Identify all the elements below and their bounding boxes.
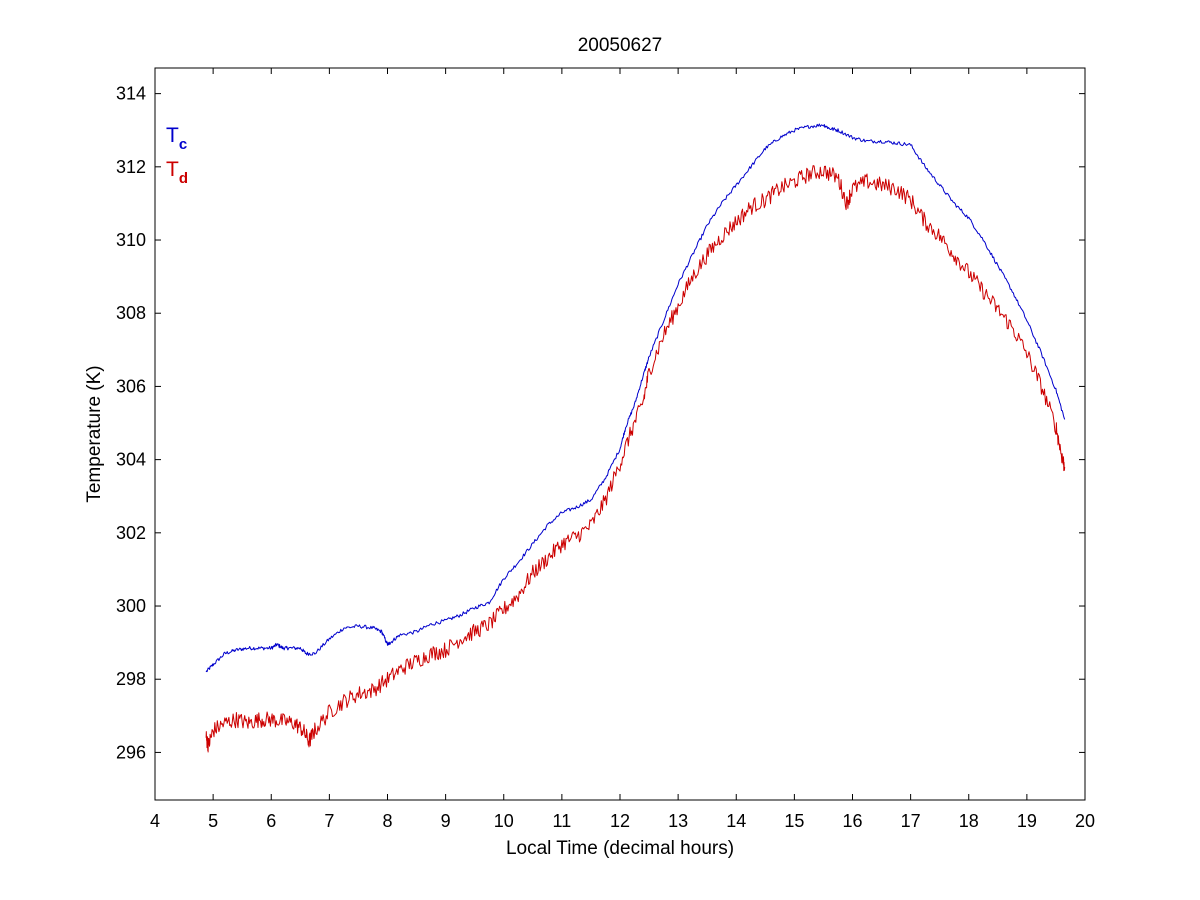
x-tick-label: 18	[959, 811, 979, 831]
y-tick-label: 296	[116, 742, 146, 762]
legend-entry-1: Tc	[166, 124, 187, 153]
y-tick-label: 308	[116, 303, 146, 323]
y-tick-label: 306	[116, 376, 146, 396]
series-line-1	[205, 123, 1066, 673]
y-axis-label: Temperature (K)	[84, 365, 105, 502]
tick-layer: 4 5 6 7 8 9 10 11 12 13 14 15 16 17 18 19 20 296 298 300 302…	[116, 68, 1095, 831]
x-tick-label: 9	[441, 811, 451, 831]
y-tick-label: 304	[116, 450, 146, 470]
x-tick-label: 4	[150, 811, 160, 831]
legend-entry-symbol: T	[166, 124, 179, 147]
series-layer	[205, 123, 1066, 753]
y-tick-label: 312	[116, 157, 146, 177]
y-tick-label: 300	[116, 596, 146, 616]
x-tick-label: 13	[668, 811, 688, 831]
legend-entry-subscript: c	[179, 136, 187, 153]
y-tick-label: 314	[116, 84, 146, 104]
x-tick-label: 15	[784, 811, 804, 831]
x-tick-label: 10	[494, 811, 514, 831]
legend-entry-symbol: T	[166, 158, 179, 181]
series-line-2	[205, 165, 1066, 753]
x-tick-label: 19	[1017, 811, 1037, 831]
plot-area: 4 5 6 7 8 9 10 11 12 13 14 15 16 17 18 19 20 296 298 300 302…	[116, 67, 1095, 831]
axes-frame	[154, 67, 1086, 801]
x-tick-label: 12	[610, 811, 630, 831]
x-tick-label: 14	[726, 811, 746, 831]
y-tick-label: 310	[116, 230, 146, 250]
legend-entry-2: Td	[166, 158, 188, 187]
x-tick-label: 8	[382, 811, 392, 831]
x-tick-label: 16	[842, 811, 862, 831]
x-tick-label: 5	[208, 811, 218, 831]
y-tick-label: 302	[116, 523, 146, 543]
x-tick-label: 20	[1075, 811, 1095, 831]
chart-title: 20050627	[578, 35, 663, 56]
x-tick-label: 6	[266, 811, 276, 831]
x-tick-label: 11	[553, 811, 572, 831]
x-axis-label: Local Time (decimal hours)	[506, 838, 734, 859]
x-tick-label: 7	[324, 811, 334, 831]
y-tick-label: 298	[116, 669, 146, 689]
x-tick-label: 17	[901, 811, 921, 831]
legend-entry-subscript: d	[179, 170, 188, 187]
